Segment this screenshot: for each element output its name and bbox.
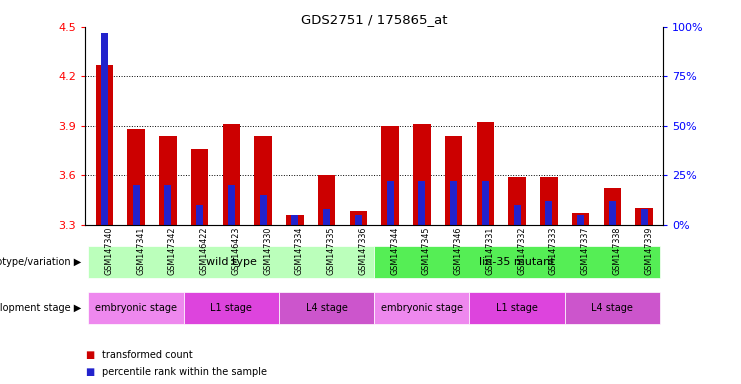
- Text: GSM147344: GSM147344: [390, 227, 399, 275]
- Text: percentile rank within the sample: percentile rank within the sample: [102, 367, 267, 377]
- Text: GSM147342: GSM147342: [167, 227, 177, 275]
- Bar: [413, 124, 431, 225]
- Bar: [165, 185, 171, 225]
- Bar: [577, 215, 584, 225]
- Text: L4 stage: L4 stage: [591, 303, 634, 313]
- Bar: [318, 175, 335, 225]
- Bar: [191, 149, 208, 225]
- Bar: [508, 177, 526, 225]
- Bar: [636, 208, 653, 225]
- Text: GSM147333: GSM147333: [549, 227, 558, 275]
- Text: development stage ▶: development stage ▶: [0, 303, 82, 313]
- Text: L4 stage: L4 stage: [305, 303, 348, 313]
- Bar: [572, 213, 589, 225]
- Bar: [450, 181, 457, 225]
- Text: GSM146423: GSM146423: [231, 227, 240, 275]
- Bar: [350, 212, 367, 225]
- Bar: [254, 136, 272, 225]
- Bar: [545, 201, 552, 225]
- Text: GSM147345: GSM147345: [422, 227, 431, 275]
- Bar: [222, 124, 240, 225]
- Bar: [291, 215, 299, 225]
- Text: GSM147337: GSM147337: [581, 227, 590, 275]
- Text: GSM147341: GSM147341: [136, 227, 145, 275]
- Text: genotype/variation ▶: genotype/variation ▶: [0, 257, 82, 267]
- Text: GSM147338: GSM147338: [612, 227, 622, 275]
- Bar: [159, 136, 176, 225]
- Bar: [96, 65, 113, 225]
- Bar: [259, 195, 267, 225]
- Text: GSM147346: GSM147346: [453, 227, 462, 275]
- Bar: [382, 126, 399, 225]
- Bar: [514, 205, 521, 225]
- Bar: [445, 136, 462, 225]
- Text: GSM146422: GSM146422: [199, 227, 208, 275]
- Bar: [227, 185, 235, 225]
- Bar: [609, 201, 616, 225]
- Text: GSM147339: GSM147339: [644, 227, 653, 275]
- Text: embryonic stage: embryonic stage: [381, 303, 463, 313]
- Text: GSM147332: GSM147332: [517, 227, 526, 275]
- Bar: [419, 181, 425, 225]
- Bar: [476, 122, 494, 225]
- Text: GSM147330: GSM147330: [263, 227, 272, 275]
- Bar: [604, 189, 621, 225]
- Bar: [387, 181, 393, 225]
- Text: GSM147331: GSM147331: [485, 227, 494, 275]
- Text: wild type: wild type: [206, 257, 256, 267]
- Text: GSM147340: GSM147340: [104, 227, 113, 275]
- Text: transformed count: transformed count: [102, 350, 192, 360]
- Text: L1 stage: L1 stage: [210, 303, 252, 313]
- Bar: [133, 185, 139, 225]
- Bar: [641, 209, 648, 225]
- Text: GSM147334: GSM147334: [295, 227, 304, 275]
- Text: GSM147336: GSM147336: [359, 227, 368, 275]
- Bar: [482, 181, 489, 225]
- Text: embryonic stage: embryonic stage: [95, 303, 177, 313]
- Bar: [101, 33, 107, 225]
- Bar: [323, 209, 330, 225]
- Text: lin-35 mutant: lin-35 mutant: [479, 257, 555, 267]
- Bar: [127, 129, 144, 225]
- Title: GDS2751 / 175865_at: GDS2751 / 175865_at: [301, 13, 448, 26]
- Text: L1 stage: L1 stage: [496, 303, 538, 313]
- Text: ■: ■: [85, 350, 94, 360]
- Bar: [355, 215, 362, 225]
- Bar: [540, 177, 557, 225]
- Bar: [286, 215, 304, 225]
- Text: GSM147335: GSM147335: [327, 227, 336, 275]
- Bar: [196, 205, 203, 225]
- Text: ■: ■: [85, 367, 94, 377]
